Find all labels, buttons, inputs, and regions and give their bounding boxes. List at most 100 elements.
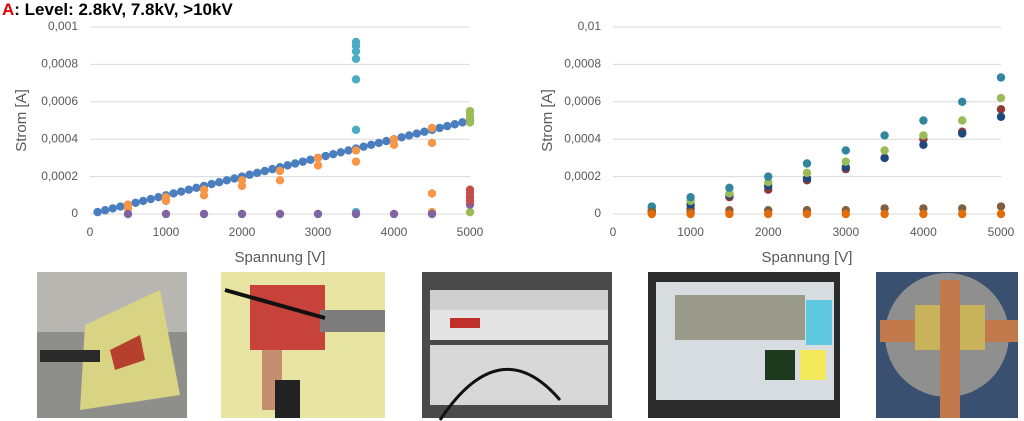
data-point: [123, 209, 133, 219]
data-point: [253, 168, 262, 178]
header: A: Level: 2.8kV, 7.8kV, >10kV: [2, 0, 233, 20]
y-tick-label: 0,0002: [41, 169, 78, 183]
data-point: [177, 187, 186, 196]
data-point: [841, 146, 850, 155]
data-point: [880, 146, 889, 155]
y-axis-label: Strom [A]: [13, 89, 30, 152]
data-point: [291, 159, 300, 168]
data-point: [351, 146, 361, 155]
data-point: [329, 149, 338, 159]
photo: [876, 272, 1018, 418]
data-point: [412, 129, 421, 138]
data-point: [131, 198, 140, 207]
data-point: [725, 183, 734, 193]
data-point: [427, 189, 437, 198]
data-point: [146, 194, 155, 204]
data-point: [161, 209, 171, 219]
data-point: [298, 157, 307, 166]
x-tick-label: 5000: [457, 225, 484, 239]
data-point: [427, 209, 437, 219]
data-point: [397, 133, 406, 142]
data-point: [321, 151, 330, 161]
data-point: [351, 209, 361, 219]
data-point: [222, 176, 231, 185]
data-point: [260, 166, 269, 176]
x-tick-label: 4000: [910, 225, 937, 239]
data-point: [283, 161, 292, 170]
data-point: [686, 192, 695, 202]
data-point: [919, 131, 928, 140]
data-point: [351, 54, 361, 63]
data-point: [359, 142, 368, 151]
data-point: [443, 121, 452, 131]
photo: [648, 272, 840, 418]
data-point: [919, 116, 928, 125]
data-point: [245, 170, 254, 179]
x-tick-label: 2000: [755, 225, 782, 239]
data-point: [351, 157, 361, 166]
x-tick-label: 0: [87, 225, 94, 239]
data-point: [344, 146, 353, 155]
data-point: [237, 209, 247, 219]
y-axis-label: Strom [A]: [539, 89, 556, 152]
x-axis-label: Spannung [V]: [235, 249, 326, 266]
photo: [422, 272, 612, 421]
data-point: [367, 140, 376, 150]
data-point: [725, 209, 734, 219]
data-point: [996, 105, 1006, 114]
data-point: [802, 159, 812, 168]
data-point: [919, 209, 928, 219]
data-point: [93, 207, 102, 217]
x-tick-label: 3000: [832, 225, 859, 239]
data-point: [958, 209, 967, 219]
data-point: [101, 206, 110, 215]
data-point: [116, 202, 125, 211]
data-point: [215, 178, 224, 187]
data-point: [313, 153, 323, 163]
y-tick-label: 0,0004: [564, 131, 601, 145]
header-marker: A: [2, 0, 15, 19]
data-point: [313, 209, 323, 219]
data-point: [123, 200, 133, 209]
data-point: [435, 123, 444, 133]
data-point: [161, 192, 171, 202]
x-tick-label: 0: [610, 225, 617, 239]
x-tick-label: 5000: [988, 225, 1015, 239]
data-point: [313, 161, 323, 170]
y-tick-label: 0: [71, 206, 78, 220]
data-point: [275, 209, 285, 219]
data-point: [647, 209, 656, 219]
data-point: [351, 47, 361, 56]
y-tick-label: 0: [594, 206, 601, 220]
data-point: [764, 209, 773, 219]
data-point: [958, 129, 967, 138]
data-point: [764, 172, 773, 181]
data-point: [802, 168, 812, 178]
x-tick-label: 4000: [381, 225, 408, 239]
data-point: [919, 140, 928, 150]
data-point: [199, 185, 209, 194]
data-point: [199, 209, 209, 219]
data-point: [996, 209, 1006, 219]
x-axis-label: Spannung [V]: [762, 249, 853, 266]
data-point: [405, 131, 414, 140]
data-point: [268, 164, 277, 174]
data-point: [351, 75, 361, 84]
data-point: [450, 120, 459, 129]
y-tick-label: 0,0006: [564, 94, 601, 108]
data-point: [427, 123, 437, 133]
data-point: [184, 185, 193, 194]
data-point: [306, 155, 315, 164]
data-point: [880, 131, 889, 140]
photo: [221, 272, 385, 418]
x-tick-label: 2000: [229, 225, 256, 239]
data-point: [154, 192, 163, 202]
data-point: [996, 93, 1006, 103]
data-point: [686, 209, 695, 219]
data-point: [958, 116, 967, 125]
x-tick-label: 1000: [677, 225, 704, 239]
y-tick-label: 0,0006: [41, 94, 78, 108]
y-tick-label: 0,0004: [41, 131, 78, 145]
